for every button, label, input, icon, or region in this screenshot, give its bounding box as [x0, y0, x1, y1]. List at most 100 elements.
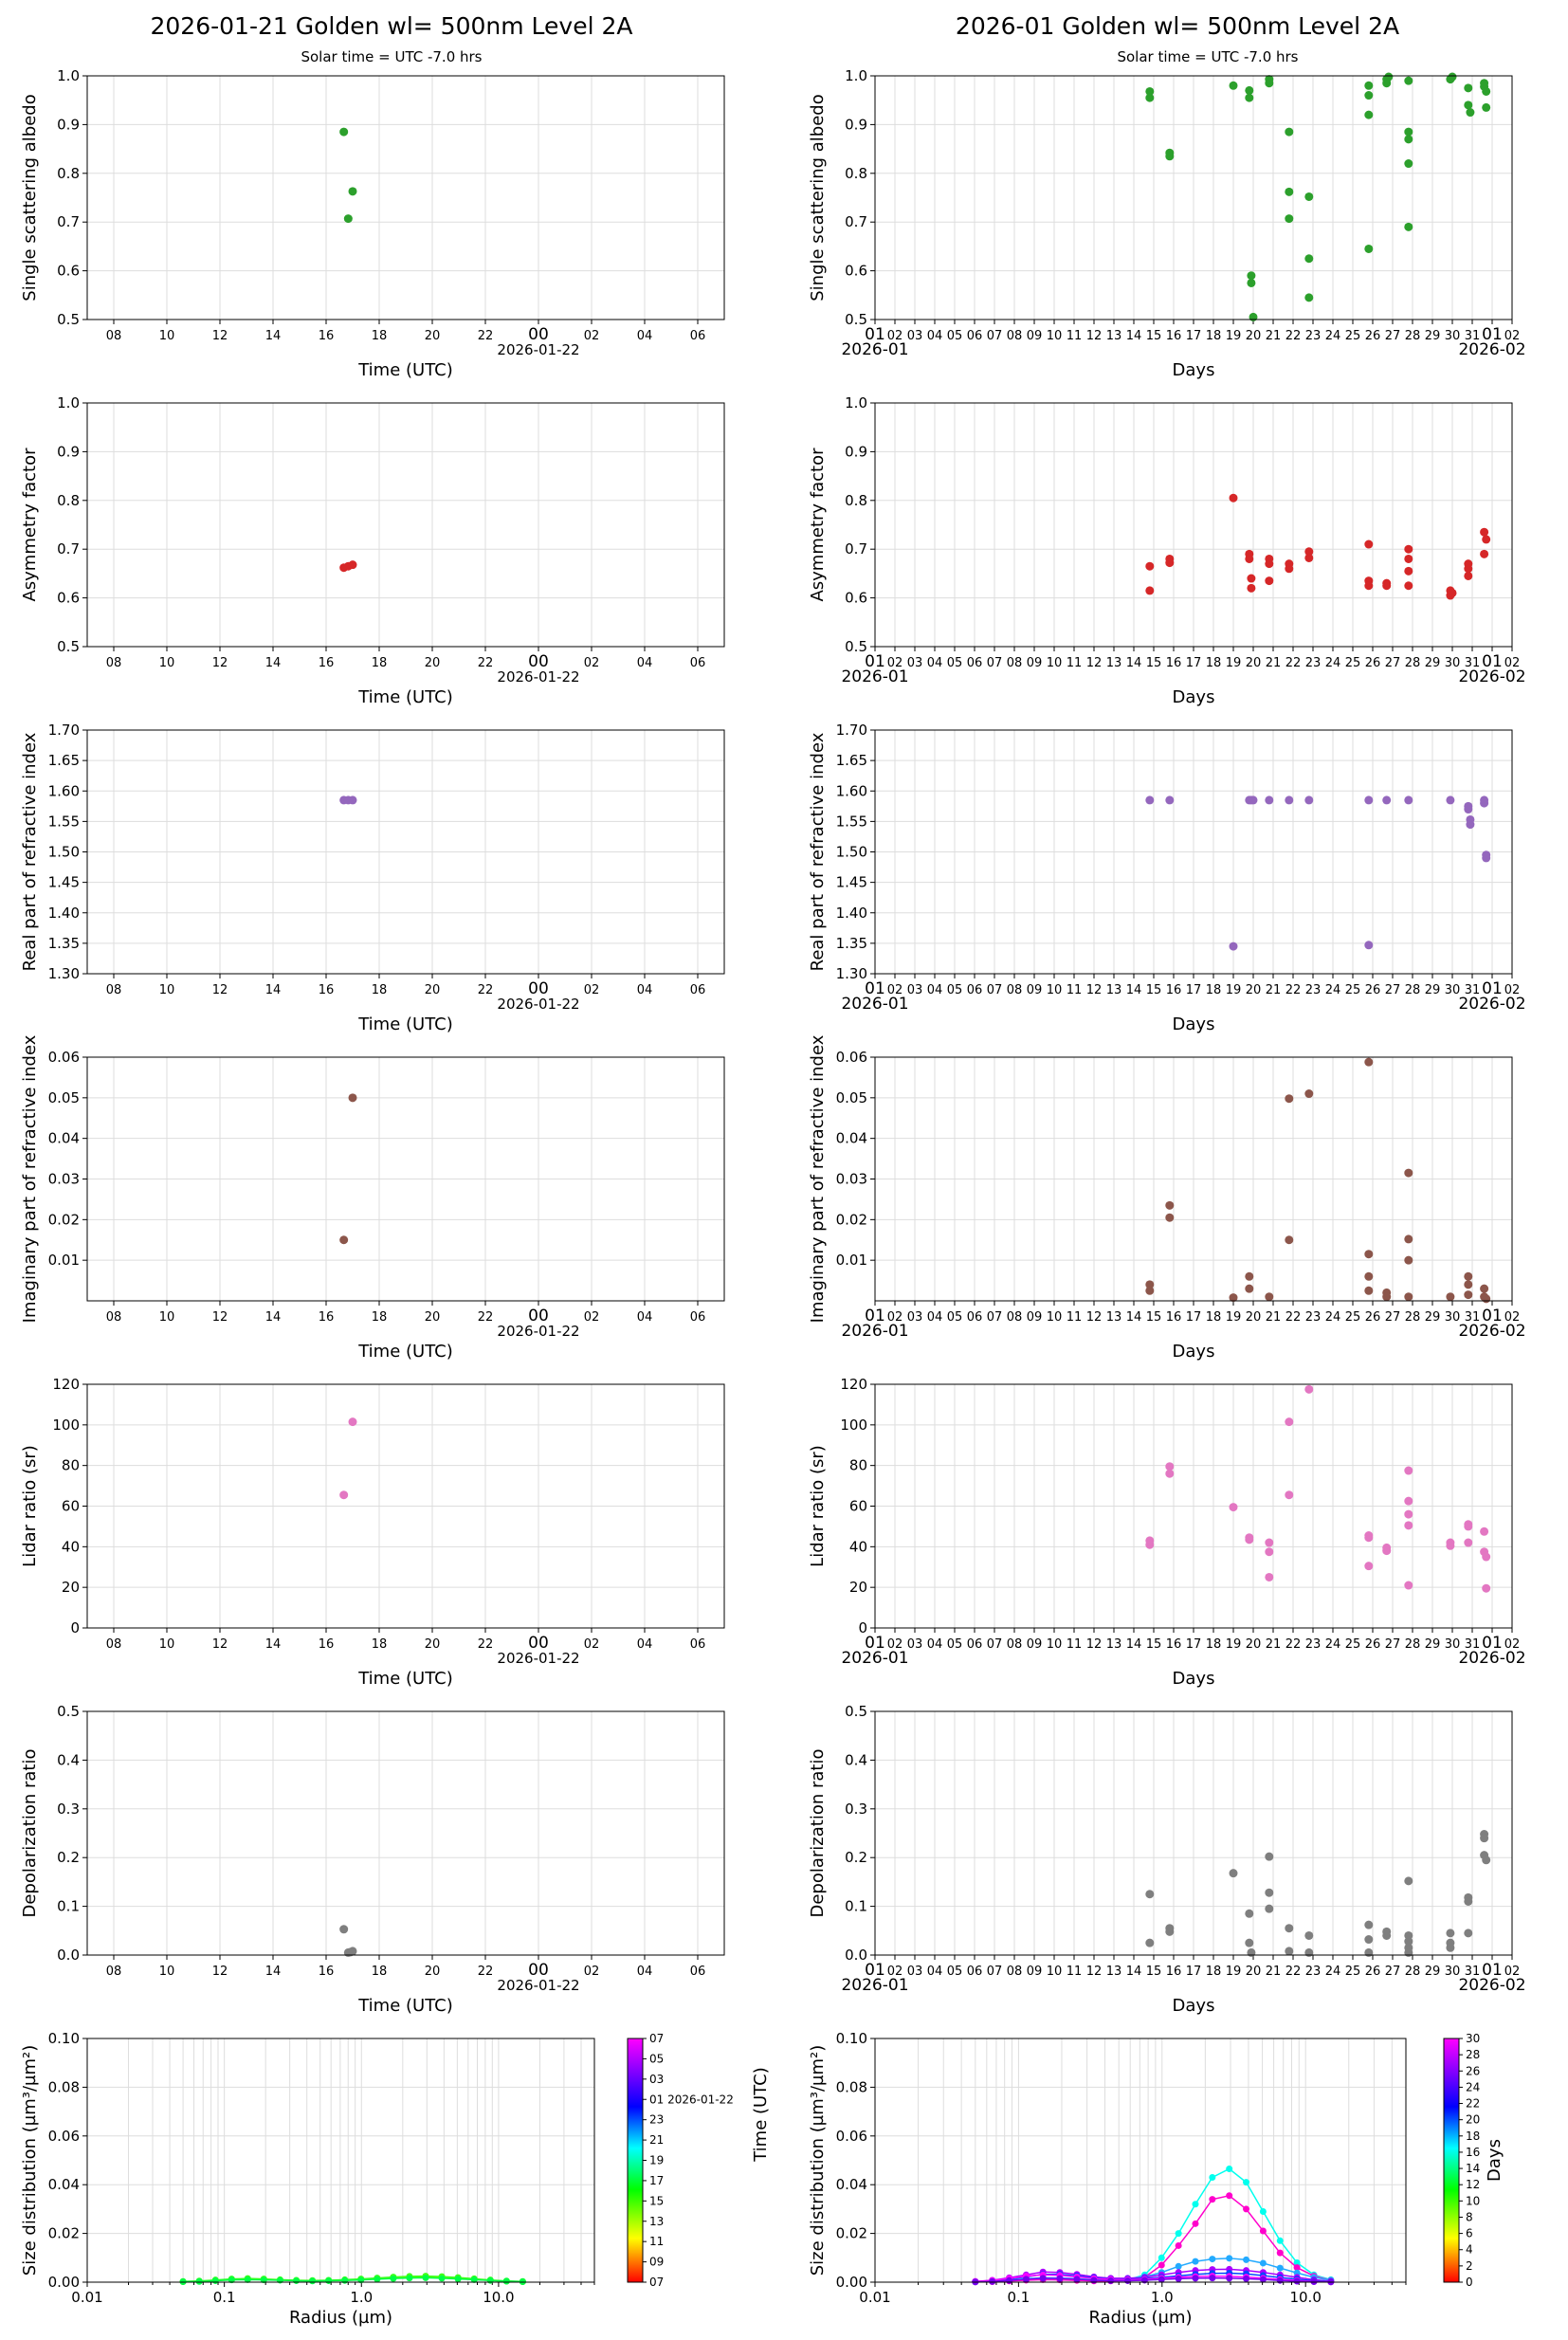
lidar-day-ytick-label: 80: [62, 1457, 80, 1474]
left-colorbar: [627, 2038, 644, 2283]
lidar-month-xtick-label: 19: [1226, 1637, 1242, 1652]
size-month-series-line: [975, 2268, 1331, 2282]
size-month-ytick-label: 0.04: [836, 2176, 867, 2193]
size-month-series-point: [1243, 2275, 1250, 2282]
imag-month-point: [1404, 1255, 1413, 1265]
lidar-month-ytick-label: 60: [849, 1498, 867, 1515]
size-day-series-point: [374, 2276, 381, 2283]
asym-month-xtick-label: 15: [1146, 656, 1162, 670]
lidar-month-frame: [874, 1383, 1513, 1629]
asym-month-xtick-label: 10: [1047, 656, 1063, 670]
right-colorbar: [1443, 2038, 1460, 2283]
real-month-end-label: 2026-02: [1458, 995, 1525, 1014]
real-month-ytick-label: 1.70: [836, 722, 867, 739]
depol-day-xtick-label: 16: [319, 1965, 335, 1979]
imag-day-ytick-label: 0.05: [48, 1089, 80, 1106]
depol-day-ytick-label: 0.1: [57, 1898, 80, 1915]
depol-day-ytick-label: 0.3: [57, 1801, 80, 1818]
size-month-series-point: [1192, 2220, 1199, 2227]
imag-month-xtick-label: 01: [865, 1307, 885, 1325]
asym-month-point: [1404, 544, 1413, 554]
size-day-xlabel: Radius (µm): [289, 2308, 392, 2328]
lidar-month-point: [1464, 1522, 1473, 1531]
ssa-month-xtick-label: 12: [1086, 329, 1103, 343]
ssa-month-xtick-label: 07: [987, 329, 1003, 343]
asym-month-point: [1247, 574, 1256, 583]
depol-month-xtick-label: 08: [1007, 1965, 1023, 1979]
imag-month-xtick-label: 13: [1106, 1310, 1122, 1325]
ssa-day-xtick-label: 02: [584, 329, 600, 343]
depol-month-point: [1480, 1834, 1489, 1843]
ssa-month-xtick-label: 01: [865, 325, 885, 344]
real-month-xtick-label: 22: [1285, 983, 1302, 997]
depol-month-xtick-label: 12: [1086, 1965, 1103, 1979]
real-day-ytick-label: 1.55: [48, 813, 80, 830]
size-month-series-point: [1226, 2255, 1233, 2262]
asym-month-point: [1364, 539, 1374, 549]
asym-day-date-label: 2026-01-22: [497, 668, 579, 686]
lidar-month-xtick-label: 01: [865, 1634, 885, 1653]
size-month-ytick-label: 0.00: [836, 2274, 867, 2291]
imag-month-start-label: 2026-01: [841, 1322, 908, 1341]
size-month-series-point: [1259, 2259, 1267, 2267]
lidar-month-xtick-label: 25: [1345, 1637, 1361, 1652]
real-month-xtick-label: 02: [887, 983, 903, 997]
lidar-day-frame: [86, 1383, 725, 1629]
real-month-point: [1249, 795, 1258, 805]
size-month-series-point: [1243, 2179, 1250, 2186]
ssa-month-xtick-label: 21: [1266, 329, 1282, 343]
imag-month-xtick-label: 25: [1345, 1310, 1361, 1325]
size-month-series-point: [1107, 2276, 1115, 2284]
lidar-month-point: [1285, 1417, 1294, 1427]
lidar-month-point: [1480, 1526, 1489, 1536]
depol-month-xtick-label: 02: [887, 1965, 903, 1979]
imag-month-point: [1446, 1292, 1455, 1302]
real-day-xtick-label: 14: [265, 983, 282, 997]
lidar-month-point: [1404, 1521, 1413, 1530]
lidar-month-xtick-label: 12: [1086, 1637, 1103, 1652]
real-month-ytick-label: 1.55: [836, 813, 867, 830]
right-colorbar-tick-label: 18: [1466, 2130, 1480, 2143]
real-month-xtick-label: 21: [1266, 983, 1282, 997]
ssa-day-point: [343, 214, 353, 224]
ssa-month-xtick-label: 18: [1206, 329, 1222, 343]
real-month-point: [1304, 795, 1314, 805]
size-day-series-point: [179, 2277, 187, 2285]
real-month-xtick-label: 13: [1106, 983, 1122, 997]
real-month-ytick-label: 1.65: [836, 752, 867, 769]
real-month-xtick-label: 05: [947, 983, 963, 997]
depol-month-point: [1404, 1930, 1413, 1940]
real-month-xtick-label: 18: [1206, 983, 1222, 997]
imag-month-point: [1464, 1290, 1473, 1300]
ssa-month-ytick-label: 1.0: [845, 67, 867, 84]
depol-month-point: [1245, 1938, 1254, 1947]
ssa-month-ylabel: Single scattering albedo: [808, 94, 828, 301]
ssa-month-point: [1482, 102, 1491, 112]
real-month-xtick-label: 23: [1305, 983, 1322, 997]
size-month-series-line: [975, 2194, 1332, 2283]
real-month-xtick-label: 08: [1007, 983, 1023, 997]
lidar-month-xtick-label: 14: [1126, 1637, 1142, 1652]
size-month-series-point: [1293, 2258, 1301, 2266]
ssa-month-point: [1285, 214, 1294, 224]
asym-month-end-label: 2026-02: [1458, 667, 1525, 686]
asym-day-xtick-label: 08: [106, 656, 122, 670]
ssa-day-xtick-label: 18: [372, 329, 388, 343]
asym-month-point: [1145, 586, 1155, 595]
asym-month-point: [1165, 558, 1175, 568]
real-day-xtick-label: 16: [319, 983, 335, 997]
lidar-month-xtick-label: 28: [1405, 1637, 1421, 1652]
ssa-month-point: [1404, 159, 1413, 169]
asym-month-frame: [874, 402, 1513, 648]
ssa-day-ytick-label: 0.5: [57, 311, 80, 328]
lidar-month-xtick-label: 10: [1047, 1637, 1063, 1652]
depol-month-point: [1247, 1947, 1256, 1957]
lidar-month-end-label: 2026-02: [1458, 1649, 1525, 1668]
lidar-month-ytick-label: 120: [840, 1376, 867, 1393]
lidar-month-xtick-label: 22: [1285, 1637, 1302, 1652]
real-month-start-label: 2026-01: [841, 995, 908, 1014]
ssa-month-ytick-label: 0.8: [845, 165, 867, 182]
ssa-month-xtick-label: 20: [1246, 329, 1262, 343]
depol-day-xtick-label: 08: [106, 1965, 122, 1979]
right-colorbar-tick-label: 20: [1466, 2113, 1480, 2127]
